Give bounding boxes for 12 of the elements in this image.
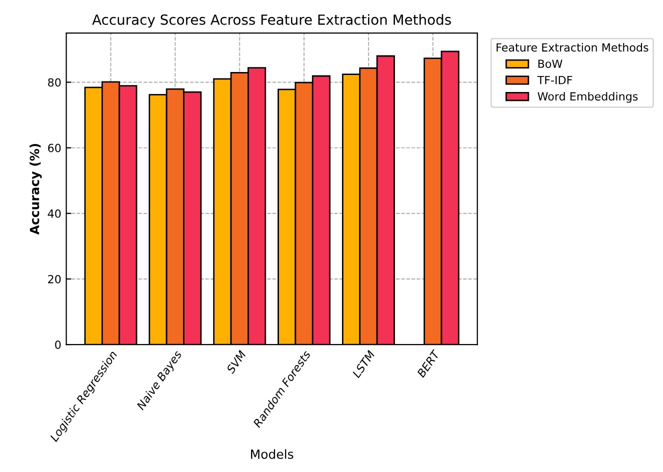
y-tick-label: 60 <box>48 144 61 152</box>
chart-title: Accuracy Scores Across Feature Extraction Methods <box>92 14 451 28</box>
y-tick-label: 0 <box>55 340 61 349</box>
legend-label: TF-IDF <box>537 76 572 84</box>
y-tick-label: 40 <box>48 209 61 218</box>
y-axis-title: Accuracy (%) <box>30 144 42 235</box>
x-axis-title: Models <box>251 449 294 459</box>
legend-title: Feature Extraction Methods <box>496 43 648 52</box>
legend-label: Word Embeddings <box>538 92 638 103</box>
y-tick-label: 80 <box>48 78 61 87</box>
legend-label: BoW <box>538 60 562 68</box>
y-tick-label: 20 <box>48 274 61 284</box>
